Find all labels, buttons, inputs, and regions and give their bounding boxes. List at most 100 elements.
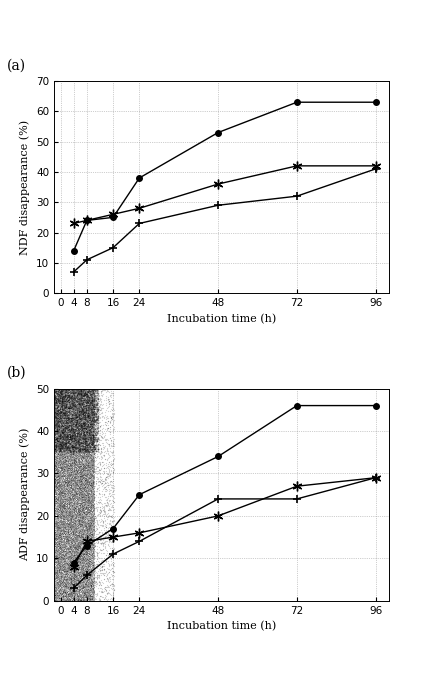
Point [73,542,80,553]
Point [56,535,63,545]
Point [83,551,89,562]
Point [89,432,95,443]
Point [68,522,75,533]
Point [99,473,106,484]
Point [68,404,75,414]
Point [60,398,67,409]
Point [76,561,83,572]
Point [87,583,94,593]
Point [84,520,91,531]
Point [78,543,85,554]
Point [70,469,77,480]
Point [87,583,94,594]
Point [89,385,95,396]
Point [71,433,78,443]
Point [80,404,87,415]
Point [51,402,58,412]
Point [79,434,86,445]
Point [76,437,83,448]
Point [67,566,74,576]
Point [70,411,77,422]
Point [56,424,63,435]
Point [61,412,68,423]
Point [86,433,93,444]
Point [80,585,87,596]
Point [73,412,80,423]
Point [77,394,84,404]
Point [84,429,91,440]
Point [59,552,66,563]
Point [75,437,82,448]
Point [87,441,94,452]
Point [76,552,83,563]
Point [67,577,74,588]
Point [76,529,83,539]
Point [88,512,95,523]
Point [76,479,83,490]
Point [79,409,86,420]
Point [61,452,68,463]
Point [51,453,57,464]
Point [62,492,69,503]
Point [79,431,86,441]
Point [64,385,70,396]
Point [62,427,69,438]
Point [85,477,92,488]
Point [51,461,58,472]
Point [104,580,111,591]
Point [110,580,117,591]
Point [69,394,76,404]
Point [79,472,86,483]
Point [61,538,68,549]
Point [79,464,86,475]
Point [81,579,88,590]
Point [73,392,80,403]
Point [64,527,71,538]
Point [87,472,94,483]
Point [58,537,65,548]
Point [79,511,86,522]
Point [61,541,68,552]
Point [72,433,79,443]
Point [71,549,78,560]
Point [87,497,94,508]
Point [74,477,81,487]
Point [69,584,76,595]
Point [76,508,83,519]
Point [55,404,62,414]
Point [52,474,59,485]
Point [79,553,86,564]
Point [84,433,91,444]
Point [61,470,68,481]
Point [71,439,78,450]
Point [72,429,79,440]
Point [84,428,91,439]
Point [63,397,70,408]
Point [62,561,69,572]
Point [83,429,89,440]
Point [59,516,66,527]
Point [75,452,82,463]
Point [64,407,71,418]
Point [64,443,71,454]
Point [68,431,75,441]
Point [75,531,82,542]
Point [53,592,60,603]
Point [67,426,74,437]
Point [81,416,88,427]
Point [80,420,87,431]
Point [56,548,63,559]
Point [76,464,83,475]
Point [52,471,59,482]
Point [55,454,62,465]
Point [55,394,62,404]
Point [60,556,67,566]
Point [60,595,67,605]
Point [87,412,94,423]
Point [77,552,84,563]
Point [60,423,67,434]
Point [86,413,92,424]
Point [56,429,63,439]
Point [93,505,100,516]
Point [76,530,83,541]
